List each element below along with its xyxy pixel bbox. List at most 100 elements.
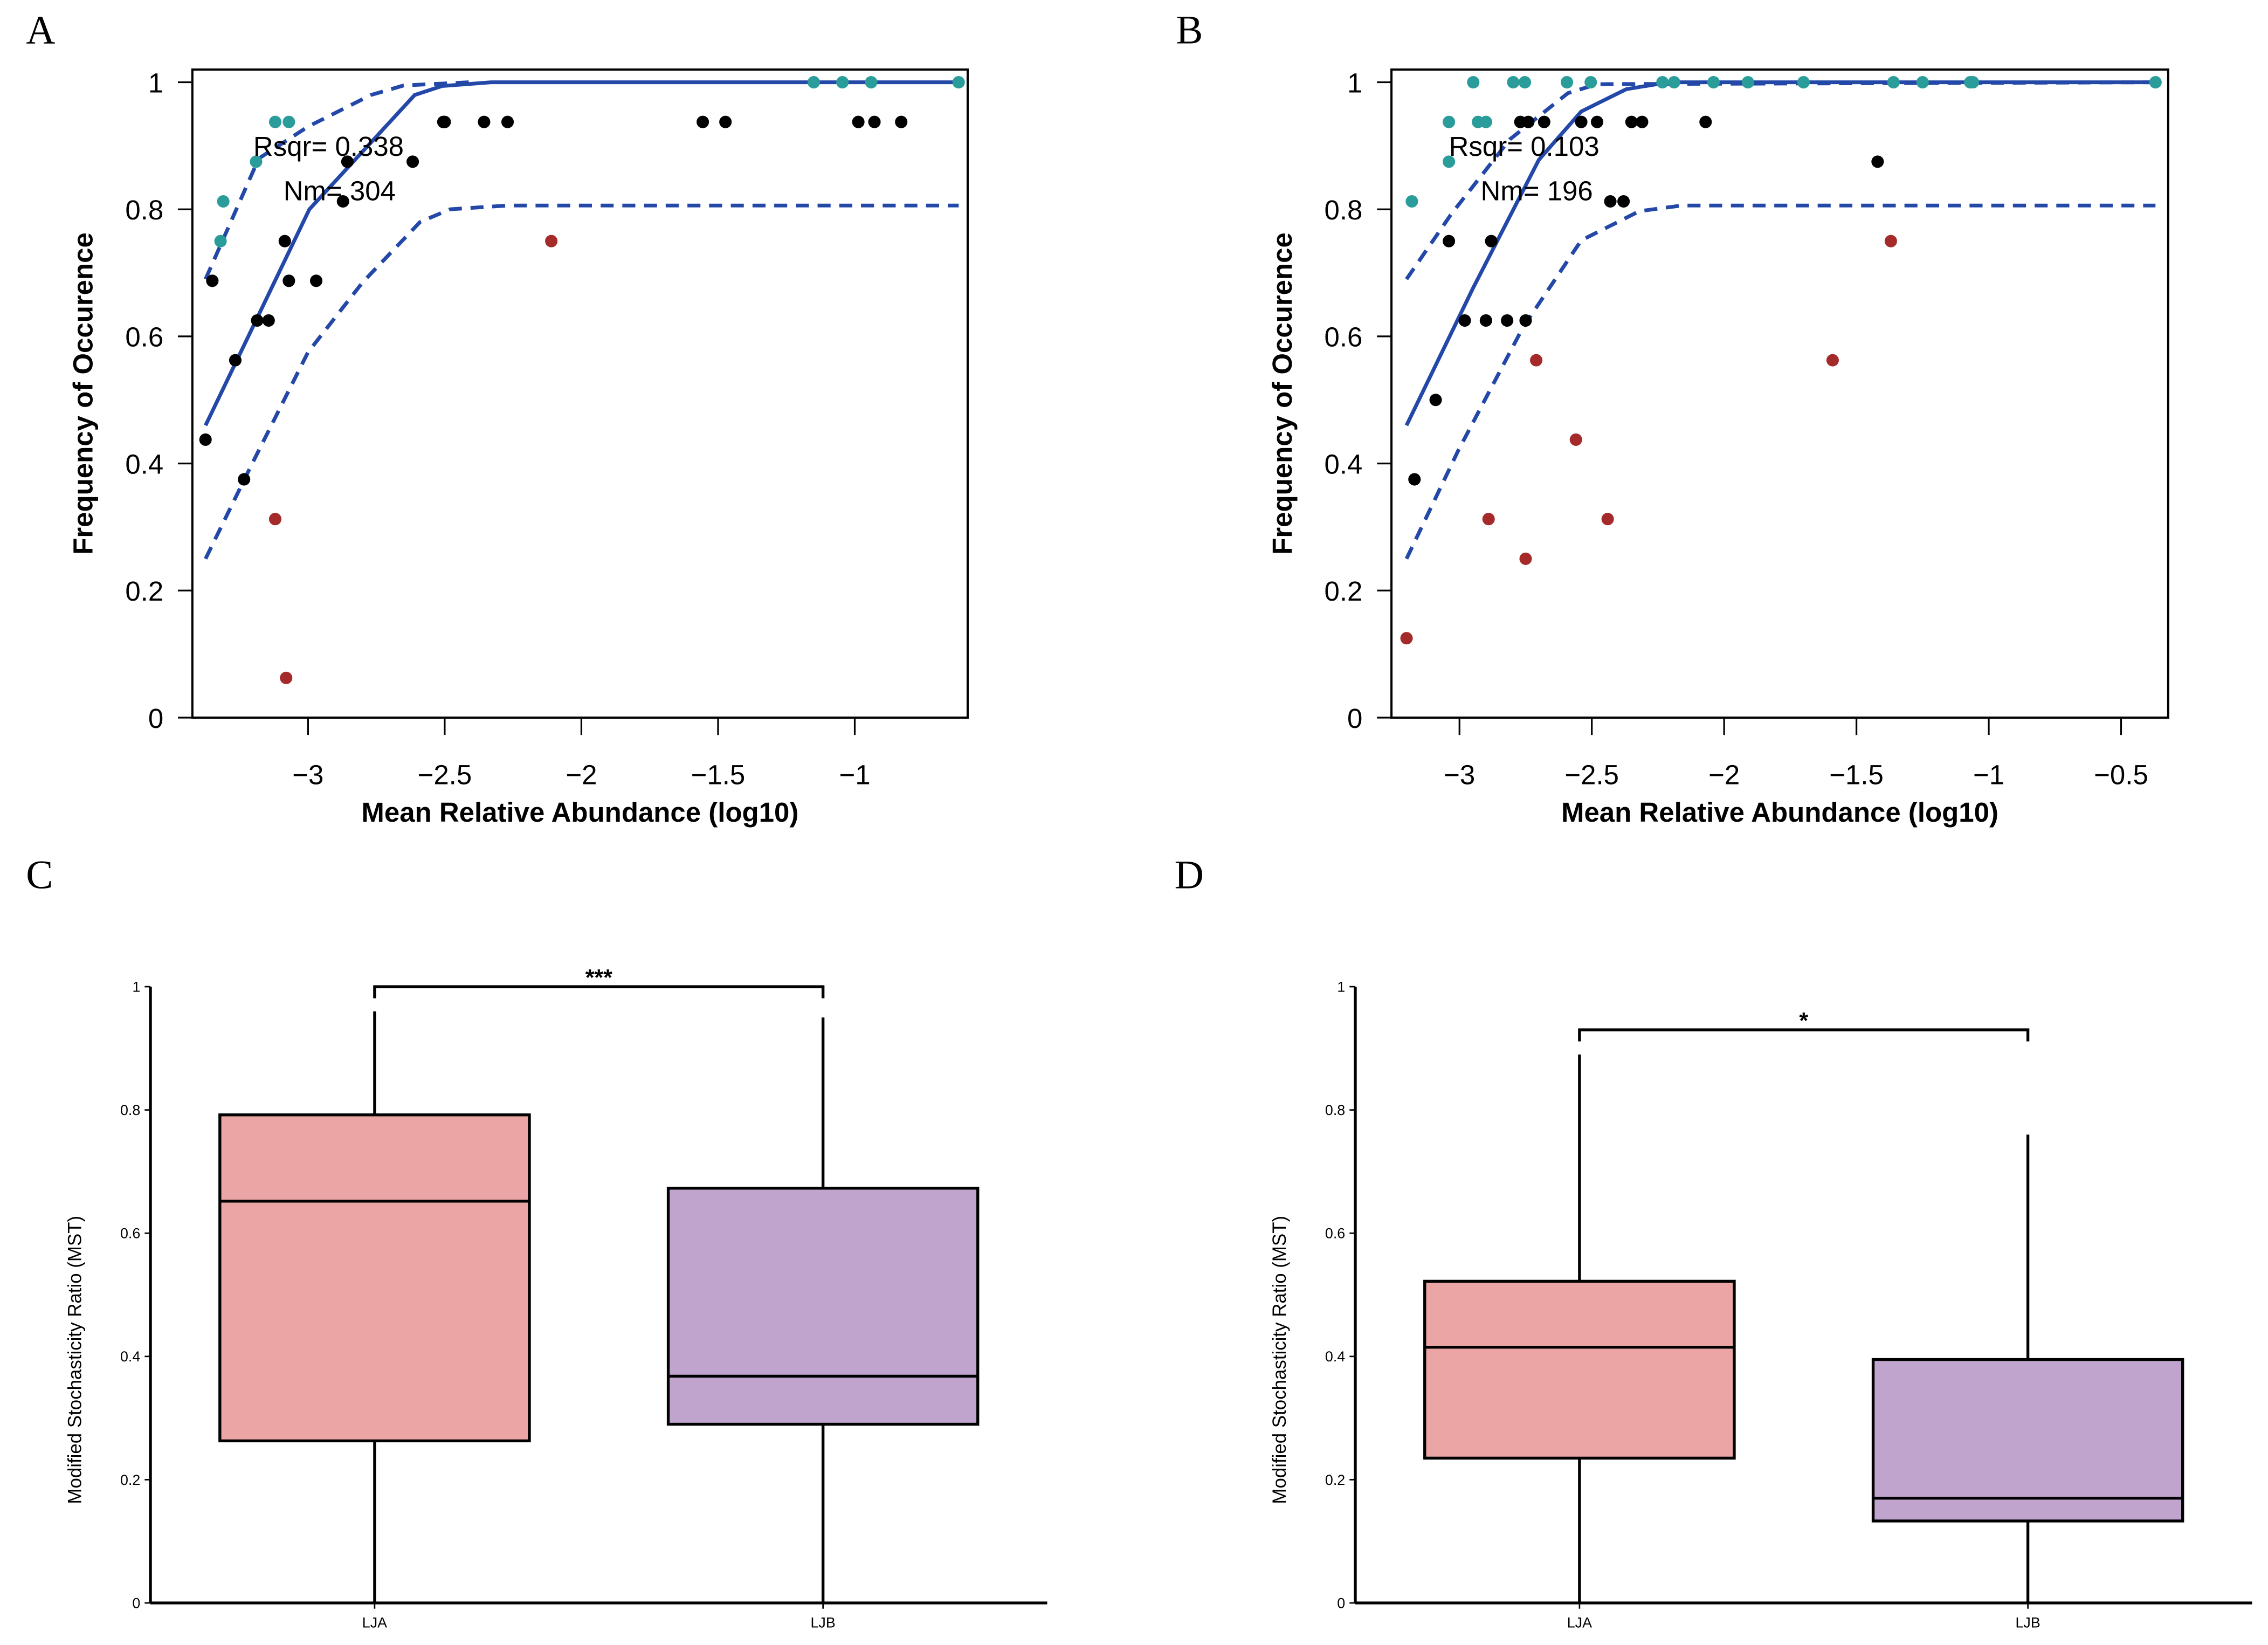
point-within bbox=[1871, 155, 1884, 168]
y-axis-title: Modified Stochasticity Ratio (MST) bbox=[1269, 1216, 1290, 1504]
point-within bbox=[406, 155, 419, 168]
point-within bbox=[895, 115, 908, 128]
point-within bbox=[206, 274, 219, 287]
point-within bbox=[229, 354, 242, 367]
point-within bbox=[238, 473, 251, 486]
y-tick-label: 0.8 bbox=[120, 1102, 140, 1118]
y-tick-label: 0.2 bbox=[1325, 1472, 1345, 1488]
y-tick-label: 0.2 bbox=[120, 1472, 140, 1488]
point-below bbox=[545, 235, 558, 247]
y-tick-label: 0.4 bbox=[1325, 1348, 1345, 1365]
point-within bbox=[1699, 115, 1712, 128]
point-above bbox=[1916, 76, 1929, 89]
point-within bbox=[1590, 115, 1604, 128]
point-above bbox=[836, 76, 849, 89]
significance-label: *** bbox=[585, 965, 612, 990]
point-within bbox=[251, 314, 264, 327]
point-above bbox=[1707, 76, 1720, 89]
point-below bbox=[1400, 632, 1413, 645]
point-within bbox=[1458, 314, 1471, 327]
fit-line bbox=[204, 80, 959, 426]
point-above bbox=[807, 76, 820, 89]
point-above bbox=[2149, 76, 2162, 89]
point-within bbox=[262, 314, 275, 327]
point-within bbox=[282, 274, 295, 287]
y-tick-label: 1 bbox=[148, 67, 163, 98]
x-tick-label: −3 bbox=[1444, 759, 1475, 790]
point-within bbox=[1617, 195, 1630, 208]
point-within bbox=[868, 115, 881, 128]
point-above bbox=[214, 235, 227, 247]
point-within bbox=[1479, 314, 1492, 327]
y-axis-title: Modified Stochasticity Ratio (MST) bbox=[64, 1216, 85, 1504]
point-above bbox=[1656, 76, 1669, 89]
point-within bbox=[438, 115, 451, 128]
point-within bbox=[336, 195, 349, 208]
x-tick-label: −1.5 bbox=[1829, 759, 1884, 790]
point-above bbox=[1561, 76, 1574, 89]
y-tick-label: 0.8 bbox=[125, 195, 163, 225]
point-below bbox=[1601, 513, 1614, 526]
point-above bbox=[1443, 115, 1456, 128]
x-tick-label: LJA bbox=[362, 1615, 387, 1631]
y-axis-title: Frequency of Occurence bbox=[68, 232, 99, 555]
y-tick-label: 0.2 bbox=[125, 576, 163, 607]
point-below bbox=[1884, 235, 1897, 247]
x-axis-title: Mean Relative Abundance (log10) bbox=[361, 797, 798, 828]
y-tick-label: 0 bbox=[1347, 703, 1362, 734]
y-tick-label: 0.4 bbox=[1325, 449, 1363, 479]
point-within bbox=[1501, 314, 1514, 327]
x-axis-title: Mean Relative Abundance (log10) bbox=[1561, 797, 1998, 828]
plot-frame bbox=[1390, 68, 2169, 719]
point-within bbox=[278, 235, 291, 247]
annotation-text: Rsqr= 0.103 bbox=[1449, 131, 1600, 162]
lower-ci-line bbox=[1404, 203, 2156, 560]
point-within bbox=[1443, 235, 1456, 247]
point-below bbox=[280, 671, 293, 684]
point-within bbox=[1538, 115, 1550, 128]
x-tick-label: −1 bbox=[839, 759, 870, 790]
x-tick-label: LJA bbox=[1567, 1615, 1592, 1631]
y-axis-title: Frequency of Occurence bbox=[1267, 232, 1298, 555]
box-lja bbox=[1423, 1279, 1736, 1460]
point-within bbox=[1485, 235, 1498, 247]
point-within bbox=[1625, 115, 1638, 128]
point-below bbox=[1519, 552, 1532, 565]
y-tick-label: 0 bbox=[132, 1595, 140, 1611]
chart-panel-b: 0 0.2 0.4 0.6 0.8 1 −3 −2.5 −2 −1.5 −1 −0.5 Mean Rel… bbox=[1267, 67, 2169, 828]
point-above bbox=[1507, 76, 1520, 89]
annotation-text: Nm= 196 bbox=[1481, 176, 1593, 207]
point-below bbox=[1482, 513, 1495, 526]
x-tick-label: LJB bbox=[2015, 1615, 2040, 1631]
panel-label-c: C bbox=[26, 853, 53, 898]
y-tick-label: 1 bbox=[1347, 67, 1362, 98]
x-tick-label: −2 bbox=[1708, 759, 1740, 790]
point-within bbox=[199, 433, 212, 446]
point-within bbox=[1575, 115, 1588, 128]
point-above bbox=[952, 76, 965, 89]
box-ljb bbox=[1871, 1358, 2184, 1523]
point-above bbox=[1584, 76, 1597, 89]
upper-ci-line bbox=[204, 80, 470, 280]
x-tick-label: LJB bbox=[811, 1615, 836, 1631]
point-above bbox=[217, 195, 230, 208]
y-tick-label: 1 bbox=[132, 979, 140, 995]
box-ljb bbox=[666, 1187, 980, 1426]
upper-ci-line bbox=[1405, 80, 2156, 280]
y-tick-label: 0 bbox=[1337, 1595, 1345, 1611]
y-tick-label: 0.8 bbox=[1325, 1102, 1345, 1118]
point-within bbox=[1636, 115, 1649, 128]
y-tick-label: 0.6 bbox=[125, 322, 163, 353]
panel-label-d: D bbox=[1175, 853, 1204, 898]
point-within bbox=[697, 115, 709, 128]
box-lja bbox=[218, 1113, 531, 1443]
y-tick-label: 0.4 bbox=[120, 1348, 140, 1365]
point-below bbox=[1826, 354, 1839, 367]
y-tick-label: 0.8 bbox=[1325, 195, 1363, 225]
point-within bbox=[1522, 115, 1535, 128]
significance-label: * bbox=[1799, 1008, 1808, 1034]
point-above bbox=[1667, 76, 1680, 89]
y-tick-label: 0.6 bbox=[120, 1226, 140, 1242]
chart-panel-c: 0 0.2 0.4 0.6 0.8 1 Modified Stochasticity Rat… bbox=[64, 965, 1047, 1631]
